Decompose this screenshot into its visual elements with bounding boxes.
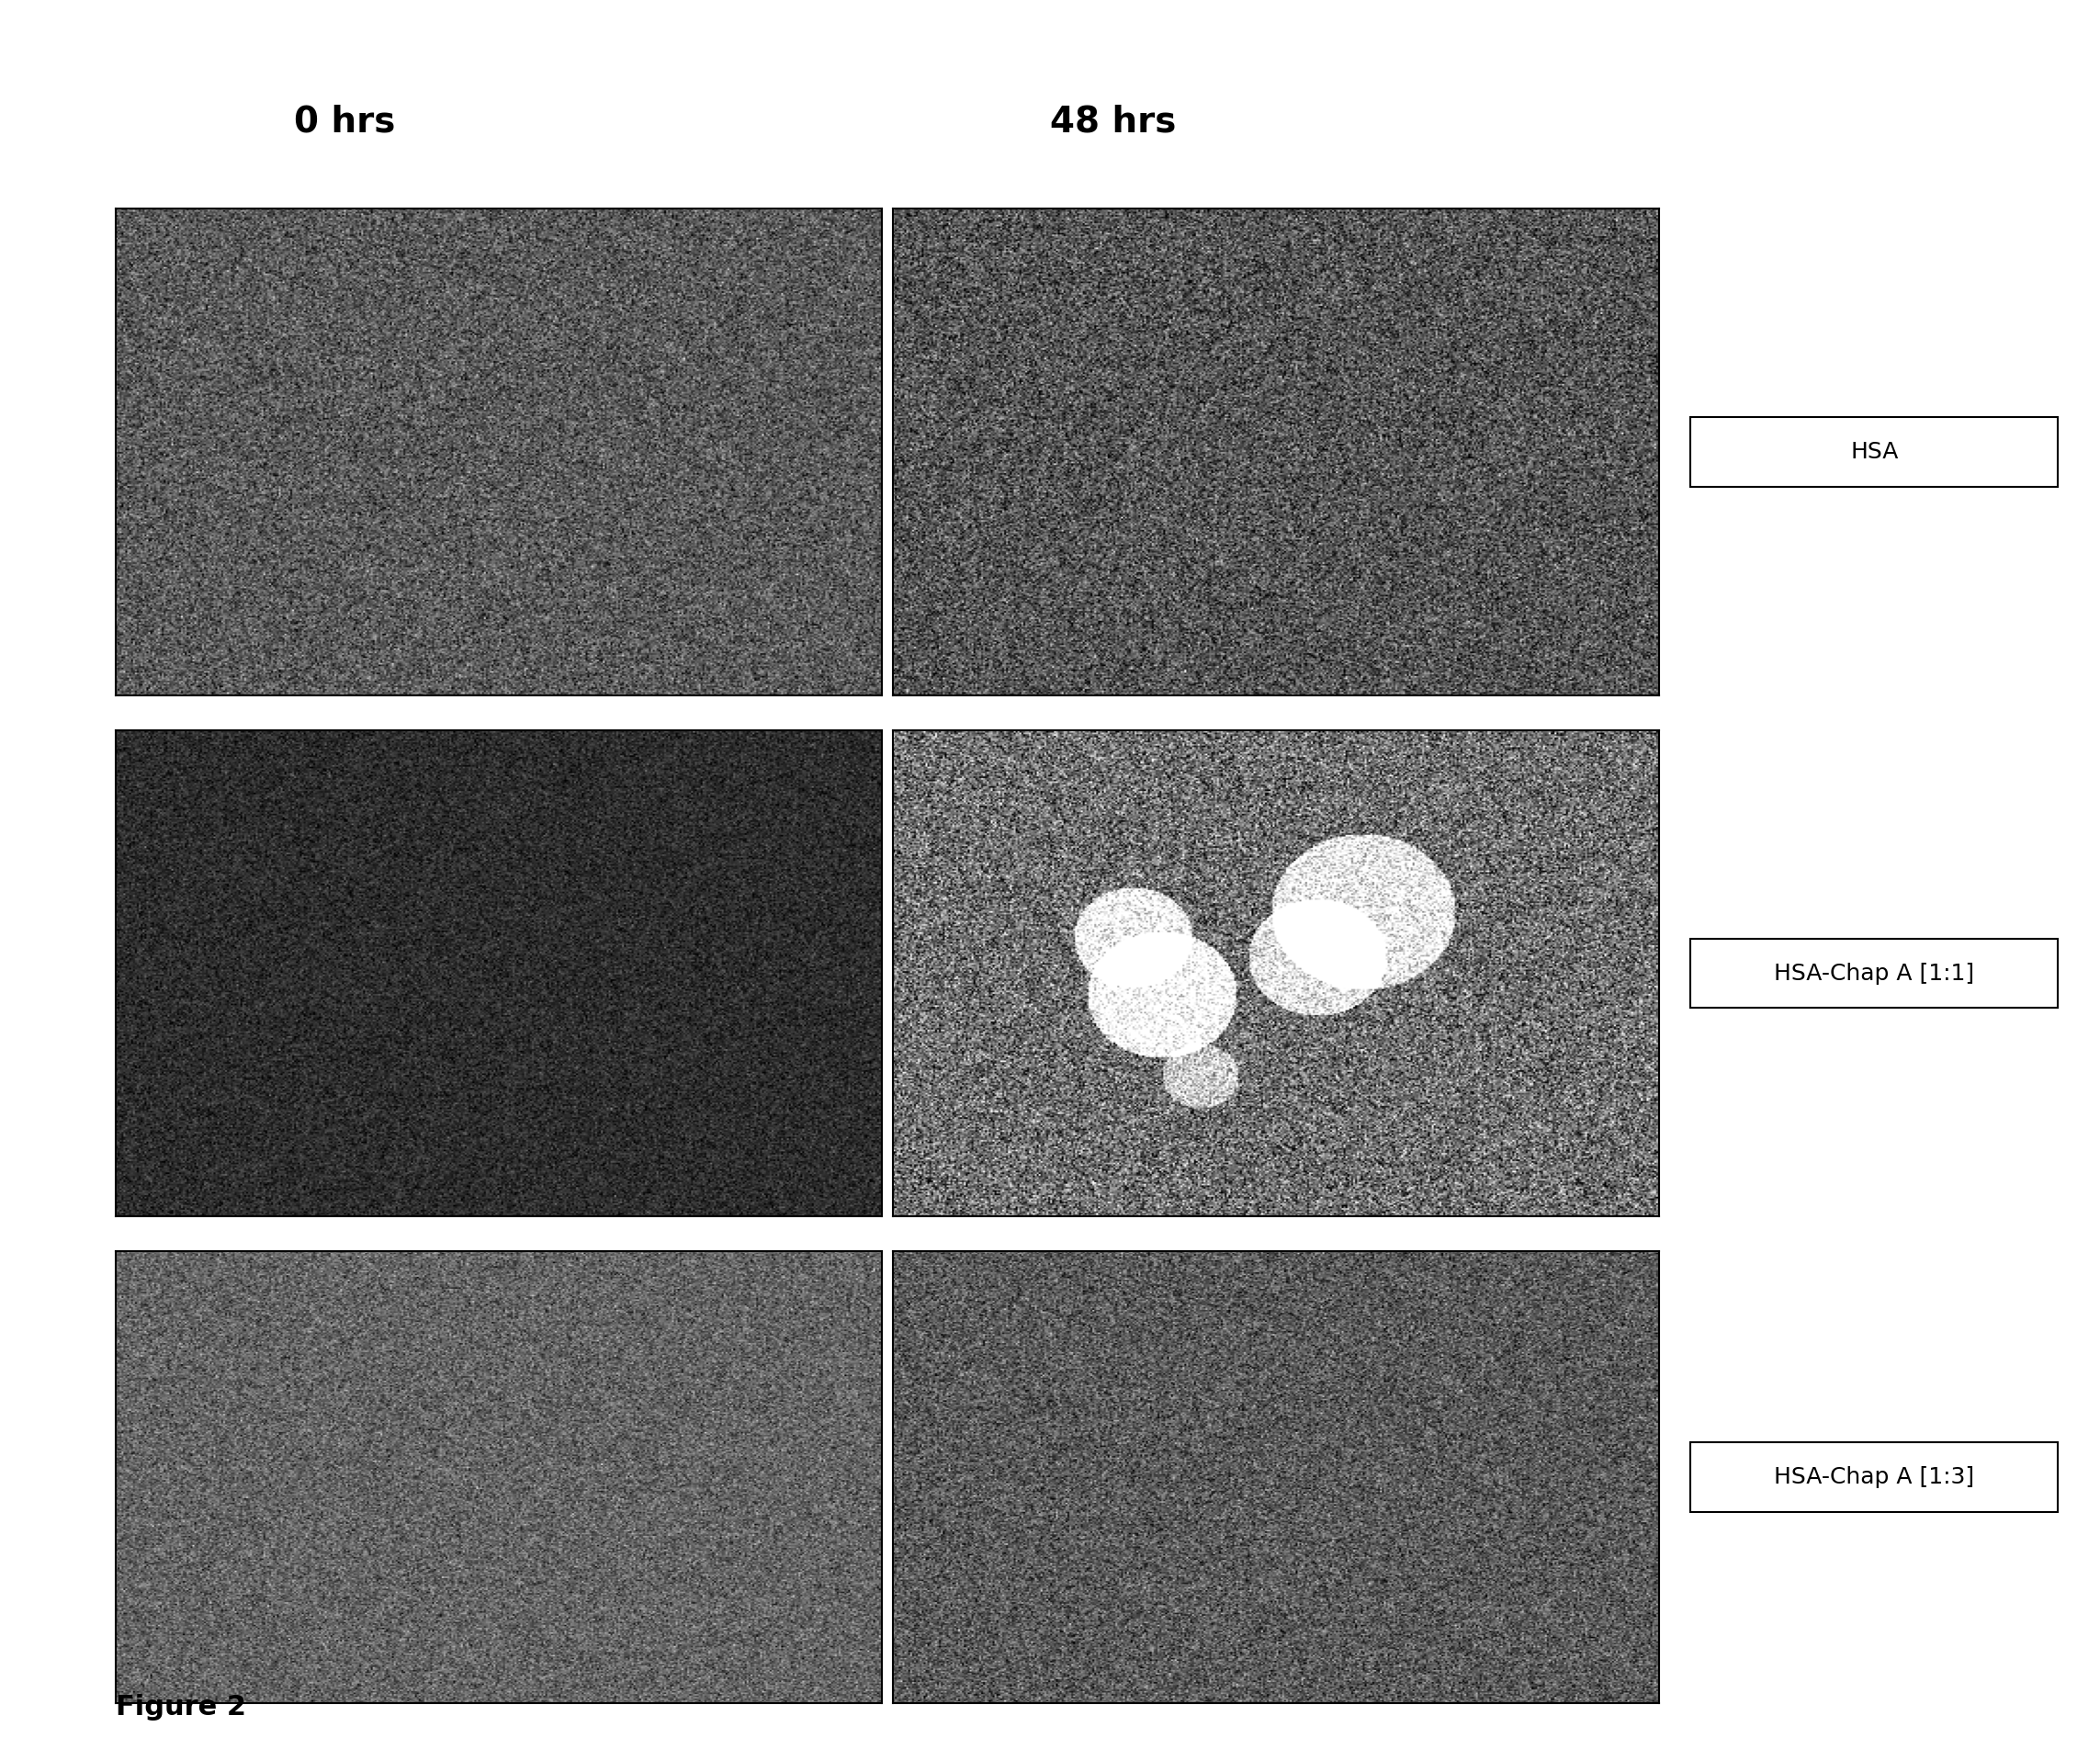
Text: 0 hrs: 0 hrs — [294, 104, 395, 139]
Text: HSA-Chap A [1:1]: HSA-Chap A [1:1] — [1774, 963, 1974, 984]
Text: HSA: HSA — [1850, 441, 1898, 462]
Text: Figure 2: Figure 2 — [116, 1695, 246, 1721]
Text: HSA-Chap A [1:3]: HSA-Chap A [1:3] — [1774, 1467, 1974, 1488]
Text: 48 hrs: 48 hrs — [1050, 104, 1176, 139]
